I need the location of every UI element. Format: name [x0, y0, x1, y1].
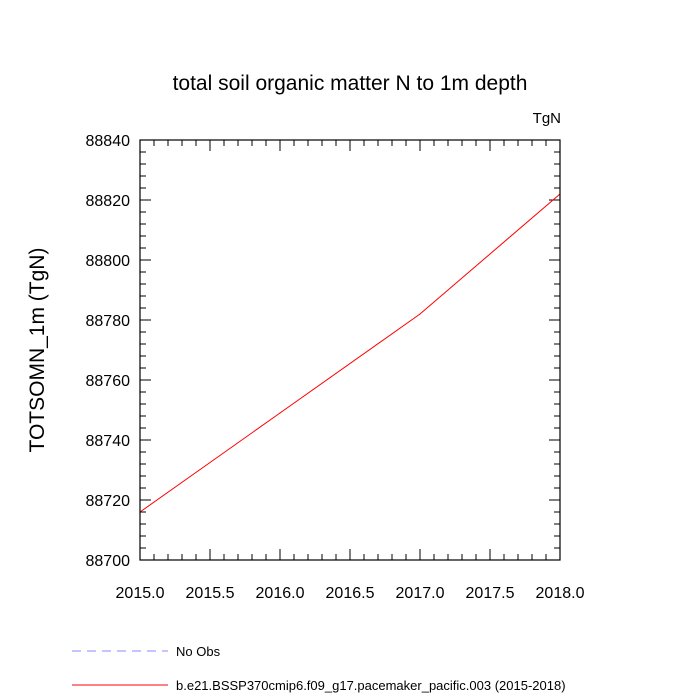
legend: No Obs b.e21.BSSP370cmip6.f09_g17.pacema…: [72, 644, 566, 693]
x-tick-label: 2015.0: [116, 585, 165, 602]
data-point: [279, 412, 281, 414]
y-tick-label: 88740: [86, 433, 131, 450]
y-tick-label: 88780: [86, 313, 131, 330]
legend-label-no-obs: No Obs: [176, 644, 221, 659]
x-tick-label: 2018.0: [536, 585, 585, 602]
chart-title: total soil organic matter N to 1m depth: [173, 72, 528, 95]
x-tick-labels: 2015.0 2015.5 2016.0 2016.5 2017.0 2017.5 2018…: [116, 585, 585, 602]
x-tick-label: 2015.5: [186, 585, 235, 602]
x-tick-label: 2017.0: [396, 585, 445, 602]
y-tick-labels: 88700 88720 88740 88760 88780 88800 88820 88840: [86, 133, 131, 570]
x-tick-label: 2016.5: [326, 585, 375, 602]
y-tick-label: 88760: [86, 373, 131, 390]
data-series: [139, 193, 561, 513]
legend-label-pacemaker: b.e21.BSSP370cmip6.f09_g17.pacemaker_pac…: [176, 678, 566, 693]
axis-ticks: [139, 139, 561, 561]
plot-frame: [139, 139, 561, 561]
y-tick-label: 88700: [86, 553, 131, 570]
y-tick-label: 88820: [86, 193, 131, 210]
units-label: TgN: [533, 110, 561, 127]
y-axis-label: TOTSOMN_1m (TgN): [26, 248, 49, 453]
x-tick-label: 2017.5: [466, 585, 515, 602]
x-tick-label: 2016.0: [256, 585, 305, 602]
y-tick-label: 88720: [86, 493, 131, 510]
series-line-0: [139, 193, 561, 513]
y-tick-label: 88840: [86, 133, 131, 150]
y-tick-label: 88800: [86, 253, 131, 270]
data-point: [419, 313, 421, 315]
